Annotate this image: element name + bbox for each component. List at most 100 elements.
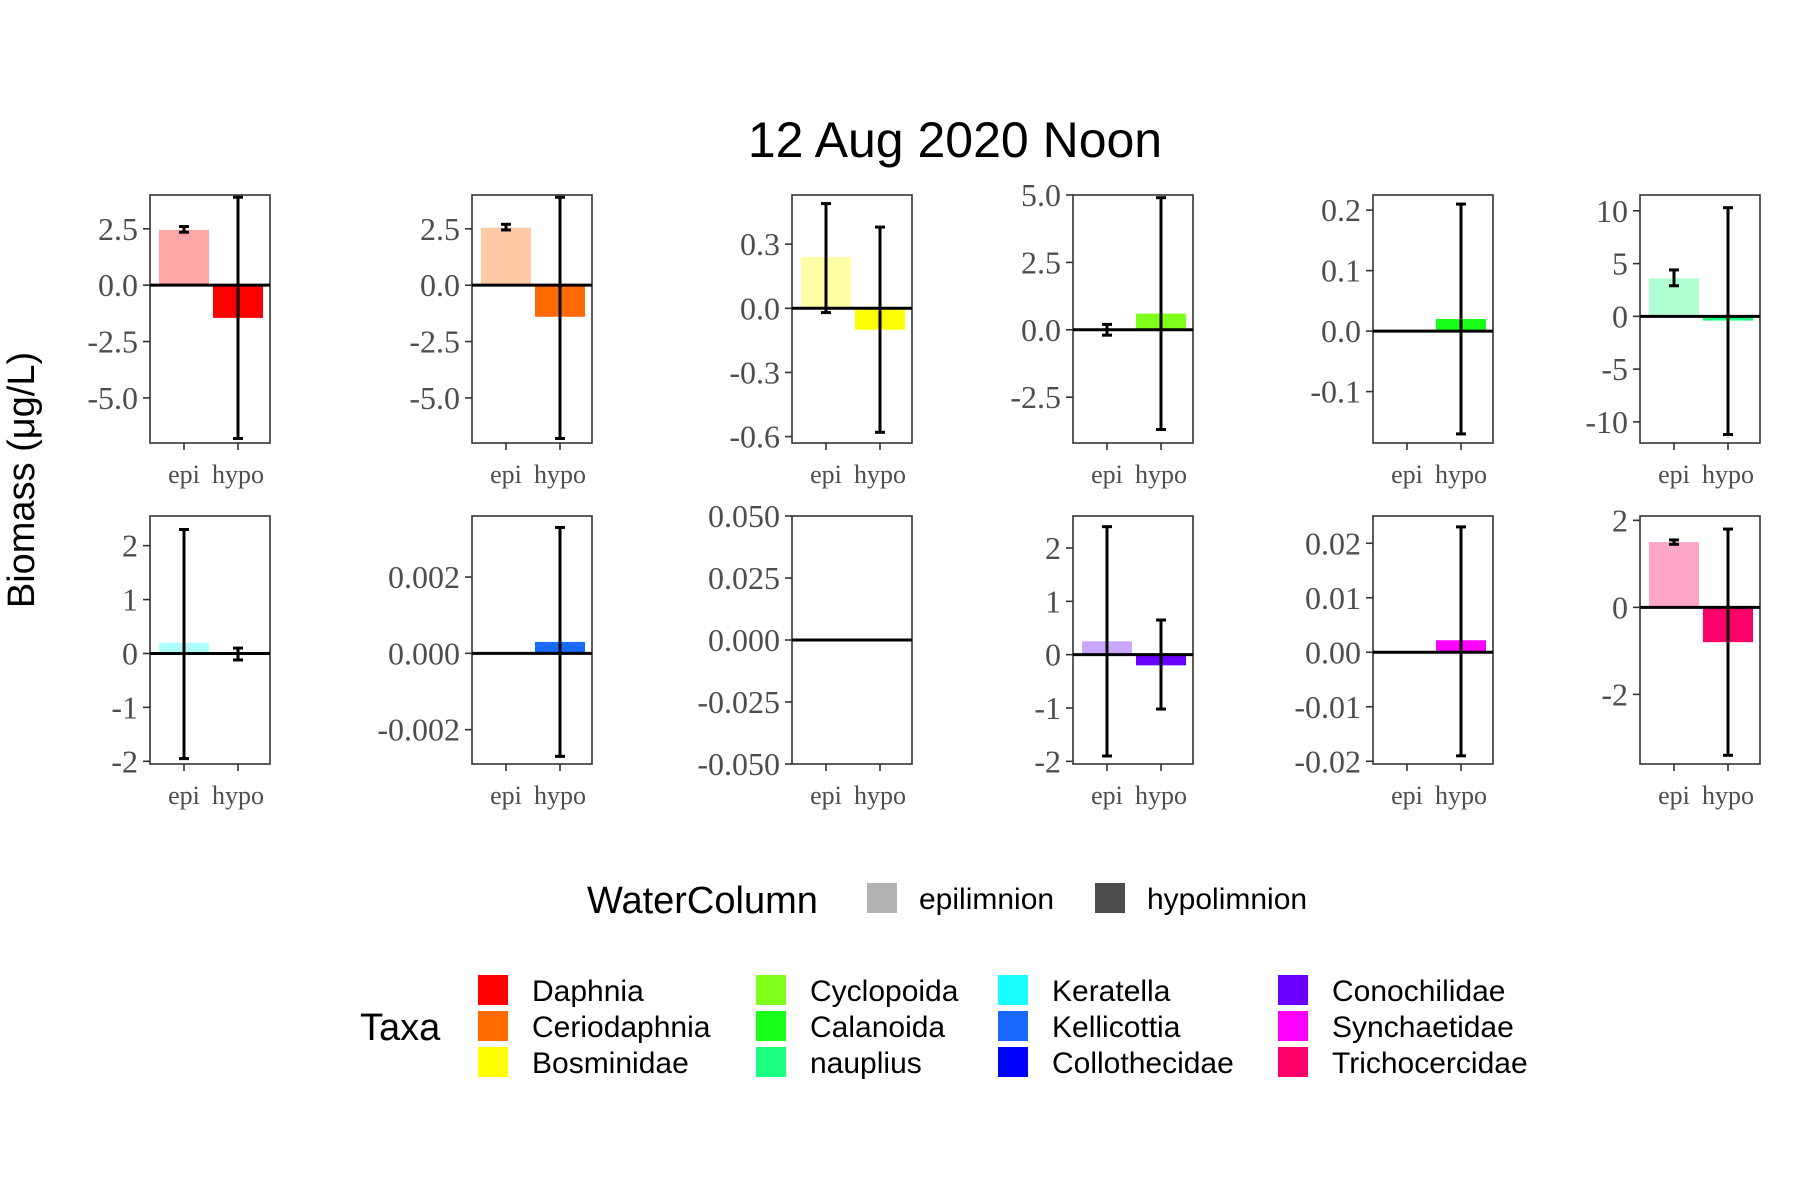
panel-border	[471, 194, 593, 444]
error-bar-hypo	[1456, 202, 1466, 436]
legend-label-collothecidae: Collothecidae	[1052, 1047, 1234, 1080]
x-tick-label-hypo: hypo	[1135, 460, 1187, 489]
panel-border	[1072, 515, 1194, 765]
legend-label-conochilidae: Conochilidae	[1332, 975, 1505, 1008]
y-tick-label: -10	[1585, 404, 1628, 440]
panel-border	[1072, 194, 1194, 444]
y-tick-label: -0.1	[1310, 374, 1361, 410]
facet-cyclopoida: 5.0 2.5 0.0 -2.5 epi hypo	[1010, 177, 1194, 489]
legend-taxa-title: Taxa	[360, 1007, 441, 1049]
x-tick-label-hypo: hypo	[1702, 781, 1754, 810]
y-tick-label: 2.5	[1021, 244, 1061, 280]
facet-trichocercidae: 2 0 -2 epi hypo	[1601, 502, 1761, 810]
y-tick-label: 0.0	[740, 290, 780, 326]
legend-watercolumn: WaterColumn epilimnion hypolimnion	[587, 880, 1307, 922]
y-tick-label: 2	[1045, 530, 1061, 566]
x-tick-label-epi: epi	[1391, 781, 1423, 810]
panel-border	[149, 515, 271, 765]
y-tick-label: -2.5	[87, 324, 138, 360]
y-tick-label: 0.0	[98, 267, 138, 303]
y-tick-label: -2	[1601, 676, 1628, 712]
panel-border	[1372, 515, 1494, 765]
y-tick-label: 0	[1045, 637, 1061, 673]
y-tick-label: -5.0	[87, 380, 138, 416]
x-tick-label-epi: epi	[490, 781, 522, 810]
y-tick-label: -1	[111, 689, 138, 725]
x-tick-label-hypo: hypo	[1135, 781, 1187, 810]
error-bar-epi	[179, 225, 189, 234]
bar-epi	[481, 227, 531, 286]
error-bar-epi	[821, 202, 831, 315]
y-tick-label: -2.5	[409, 324, 460, 360]
legend-label-kellicottia: Kellicottia	[1052, 1011, 1181, 1044]
y-tick-label: 0.002	[388, 559, 460, 595]
y-tick-label: 0.025	[708, 560, 780, 596]
legend-label-bosminidae: Bosminidae	[532, 1047, 689, 1080]
y-tick-label: 0	[122, 635, 138, 671]
y-tick-label: 0.02	[1305, 525, 1361, 561]
y-tick-label: -0.6	[729, 419, 780, 455]
legend-key-calanoida	[756, 1011, 786, 1041]
legend-label-keratella: Keratella	[1052, 975, 1171, 1008]
error-bar-epi	[501, 222, 511, 232]
x-tick-label-hypo: hypo	[212, 460, 264, 489]
facet-ceriodaphnia: 2.5 0.0 -2.5 -5.0 epi hypo	[409, 194, 593, 489]
facet-keratella: 2 1 0 -1 -2 epi hypo	[111, 515, 271, 810]
y-tick-label: 0	[1612, 589, 1628, 625]
y-tick-label: -5	[1601, 351, 1628, 387]
y-tick-label: -2.5	[1010, 379, 1061, 415]
y-tick-label: 1	[1045, 583, 1061, 619]
y-tick-label: -0.02	[1294, 743, 1361, 779]
bar-epi	[1649, 542, 1699, 608]
error-bar-hypo	[233, 646, 243, 662]
facet-calanoida: 0.2 0.1 0.0 -0.1 epi hypo	[1310, 192, 1494, 489]
legend-label-epilimnion: epilimnion	[919, 883, 1054, 916]
legend-label-trichocercidae: Trichocercidae	[1332, 1047, 1528, 1080]
error-bar-epi	[1669, 268, 1679, 288]
x-tick-label-epi: epi	[1091, 460, 1123, 489]
x-tick-label-epi: epi	[1658, 460, 1690, 489]
bar-epi	[159, 229, 209, 286]
legend-key-kellicottia	[998, 1011, 1028, 1041]
x-tick-label-epi: epi	[168, 781, 200, 810]
y-tick-label: 5.0	[1021, 177, 1061, 213]
y-tick-label: 2	[122, 528, 138, 564]
y-tick-label: 0.050	[708, 498, 780, 534]
error-bar-epi	[1669, 538, 1679, 546]
legend-key-trichocercidae	[1278, 1047, 1308, 1077]
error-bar-hypo	[233, 195, 243, 440]
panel-border	[149, 194, 271, 444]
x-tick-label-hypo: hypo	[1702, 460, 1754, 489]
y-tick-label: -2	[111, 743, 138, 779]
y-tick-label: -0.002	[377, 712, 460, 748]
error-bar-epi	[1102, 525, 1112, 758]
error-bar-hypo	[875, 225, 885, 434]
error-bar-hypo	[555, 195, 565, 440]
x-tick-label-epi: epi	[168, 460, 200, 489]
legend-label-hypolimnion: hypolimnion	[1147, 883, 1307, 916]
y-tick-label: 5	[1612, 246, 1628, 282]
legend-label-synchaetidae: Synchaetidae	[1332, 1011, 1514, 1044]
y-tick-label: 0.0	[1021, 312, 1061, 348]
y-tick-label: -0.01	[1294, 689, 1361, 725]
y-tick-label: 0.0	[420, 267, 460, 303]
x-tick-label-epi: epi	[1391, 460, 1423, 489]
y-tick-label: 0.01	[1305, 580, 1361, 616]
error-bar-hypo	[1156, 618, 1166, 711]
x-tick-label-hypo: hypo	[534, 460, 586, 489]
y-tick-label: -1	[1034, 690, 1061, 726]
y-tick-label: 10	[1596, 193, 1628, 229]
legend-key-nauplius	[756, 1047, 786, 1077]
x-tick-label-hypo: hypo	[854, 460, 906, 489]
y-tick-label: 0.1	[1321, 253, 1361, 289]
panel-border	[1372, 194, 1494, 444]
panel-border	[791, 194, 913, 444]
facet-daphnia: 2.5 0.0 -2.5 -5.0 epi hypo	[87, 194, 271, 489]
y-axis-label: Biomass (μg/L)	[1, 352, 43, 608]
panel-border	[1639, 194, 1761, 444]
legend-label-nauplius: nauplius	[810, 1047, 922, 1080]
legend-key-keratella	[998, 975, 1028, 1005]
legend-label-cyclopoida: Cyclopoida	[810, 975, 959, 1008]
x-tick-label-epi: epi	[1091, 781, 1123, 810]
